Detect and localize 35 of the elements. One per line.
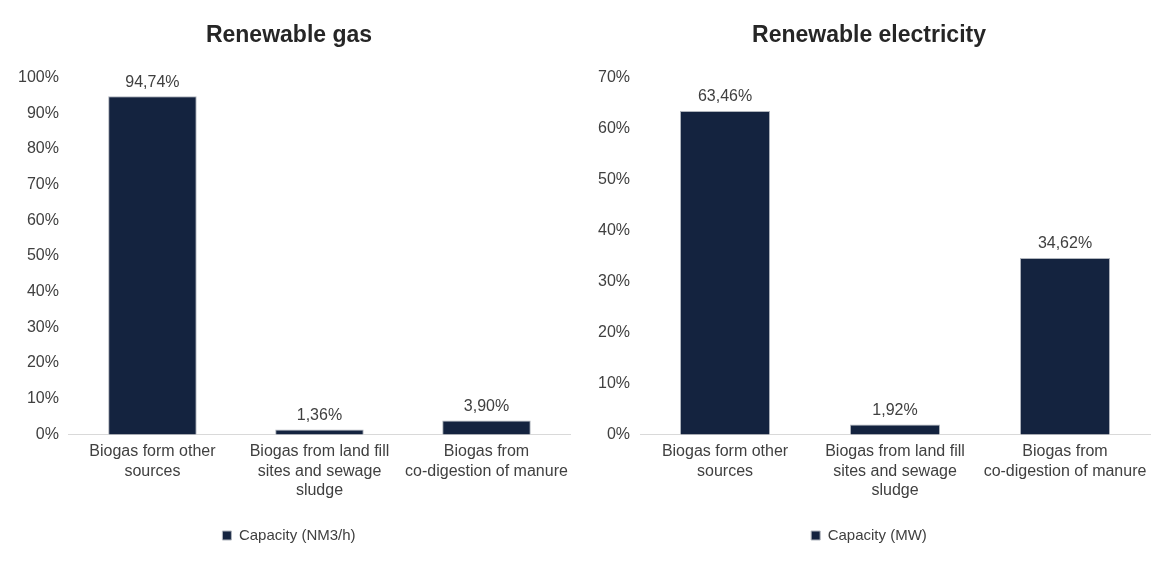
y-tick-label: 70% — [597, 68, 631, 86]
y-tick-label: 20% — [597, 322, 631, 340]
x-tick-label: Biogas from co-digestion of manure — [983, 442, 1147, 479]
y-tick-label: 10% — [597, 373, 631, 391]
y-tick-label: 60% — [597, 118, 631, 136]
data-label: 63,46% — [697, 87, 753, 105]
x-tick-label: Biogas from land fill sites and sewage sludge — [825, 442, 965, 498]
data-label: 1,36% — [296, 405, 343, 423]
x-tick-label: Biogas form other sources — [661, 442, 789, 479]
y-tick-label: 40% — [26, 282, 59, 300]
y-tick-label: 0% — [606, 424, 631, 442]
y-tick-label: 50% — [26, 246, 59, 264]
y-tick-label: 10% — [26, 389, 59, 407]
legend-label: Capacity (MW) — [827, 525, 927, 543]
y-tick-label: 80% — [26, 139, 59, 157]
legend-label: Capacity (NM3/h) — [238, 525, 356, 543]
y-tick-label: 70% — [26, 175, 59, 193]
chart-title: Renewable gas — [205, 21, 373, 48]
chart-title: Renewable electricity — [752, 21, 987, 48]
y-tick-label: 100% — [18, 68, 59, 86]
y-tick-label: 20% — [26, 353, 59, 371]
x-tick-label: Biogas from co-digestion of manure — [405, 442, 568, 479]
y-tick-label: 30% — [26, 317, 59, 335]
y-tick-label: 0% — [35, 424, 59, 442]
data-label: 94,74% — [125, 72, 180, 90]
y-tick-label: 40% — [597, 220, 631, 238]
y-tick-label: 60% — [26, 210, 59, 228]
data-label: 1,92% — [872, 401, 918, 419]
y-tick-label: 30% — [597, 271, 631, 289]
data-label: 3,90% — [463, 396, 510, 414]
x-tick-label: Biogas from land fill sites and sewage sludge — [249, 442, 390, 498]
data-label: 34,62% — [1037, 234, 1093, 252]
y-tick-label: 50% — [597, 169, 631, 187]
x-tick-label: Biogas form other sources — [89, 442, 217, 479]
y-tick-label: 90% — [26, 103, 59, 121]
